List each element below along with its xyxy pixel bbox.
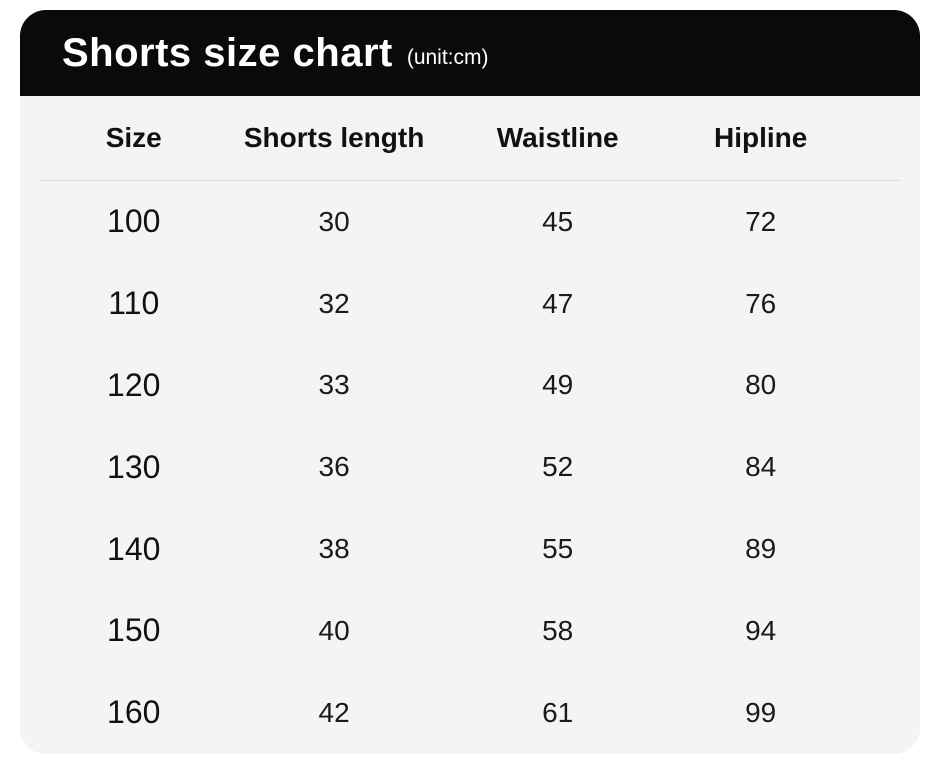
table-header-row: Size Shorts length Waistline Hipline — [40, 96, 900, 181]
table-cell: 61 — [542, 696, 574, 728]
title-bar: Shorts size chart (unit:cm) — [20, 10, 920, 96]
size-table-panel: Size Shorts length Waistline Hipline 100 30 4… — [20, 96, 920, 754]
table-cell: 120 — [107, 366, 161, 403]
table-cell: 40 — [318, 614, 350, 646]
column-header-hipline: Hipline — [713, 122, 808, 153]
size-chart-card: Shorts size chart (unit:cm) Size Shorts l… — [20, 10, 920, 754]
table-row: 100 30 45 72 — [40, 181, 900, 263]
page-title: Shorts size chart — [62, 31, 393, 75]
table-row: 130 36 52 84 — [40, 426, 900, 508]
table-cell: 42 — [318, 696, 350, 728]
table-cell: 100 — [107, 203, 161, 240]
table-row: 160 42 61 99 — [40, 672, 900, 754]
table-cell: 58 — [542, 614, 574, 646]
table-cell: 30 — [318, 205, 350, 237]
column-header-shorts-length: Shorts length — [243, 122, 425, 153]
unit-label: (unit:cm) — [406, 45, 489, 69]
table-cell: 110 — [108, 285, 160, 322]
table-cell: 36 — [318, 451, 350, 483]
table-row: 120 33 49 80 — [40, 345, 900, 427]
table-cell: 84 — [745, 451, 777, 483]
table-cell: 32 — [318, 287, 350, 319]
table-row: 140 38 55 89 — [40, 508, 900, 590]
table-cell: 130 — [107, 448, 161, 485]
table-cell: 76 — [745, 287, 777, 319]
table-cell: 47 — [542, 287, 574, 319]
table-cell: 49 — [542, 369, 574, 401]
table-cell: 55 — [542, 533, 574, 565]
table-cell: 150 — [107, 612, 161, 649]
table-cell: 72 — [745, 205, 777, 237]
table-cell: 80 — [745, 369, 777, 401]
table-cell: 99 — [745, 696, 777, 728]
table-row: 110 32 47 76 — [40, 263, 900, 345]
table-cell: 94 — [745, 614, 777, 646]
table-row: 150 40 58 94 — [40, 590, 900, 672]
column-header-waistline: Waistline — [496, 122, 619, 153]
table-cell: 33 — [318, 369, 350, 401]
column-header-size: Size — [105, 122, 162, 153]
table-cell: 89 — [745, 533, 777, 565]
table-cell: 38 — [318, 533, 350, 565]
table-cell: 140 — [107, 530, 161, 567]
table-cell: 160 — [107, 694, 161, 731]
table-cell: 52 — [542, 451, 574, 483]
table-cell: 45 — [542, 205, 574, 237]
table-body: 100 30 45 72 110 32 47 76 120 33 49 80 130 36 52 84 140 3… — [20, 181, 920, 754]
